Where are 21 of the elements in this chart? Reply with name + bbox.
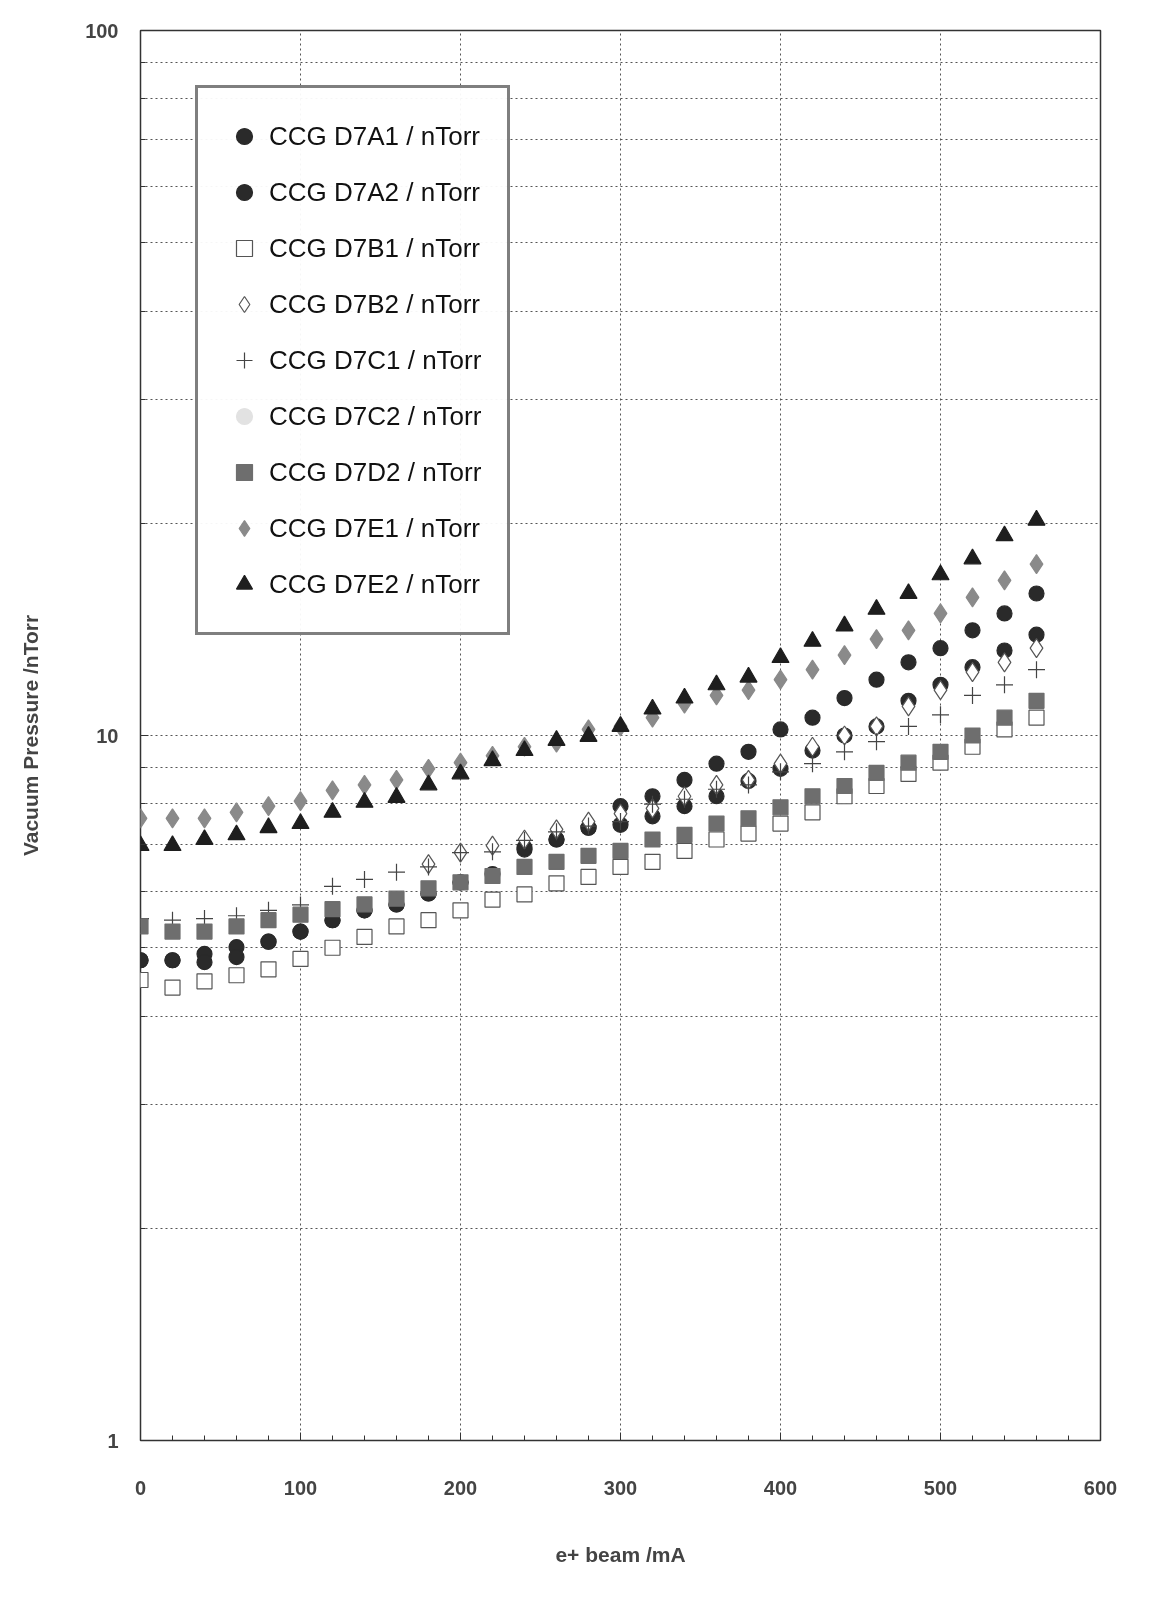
y-axis-title: Vacuum Pressure /nTorr bbox=[19, 614, 43, 857]
legend-label: CCG D7C1 / nTorr bbox=[269, 343, 482, 377]
x-tick-label: 300 bbox=[603, 1476, 638, 1499]
y-tick-label: 100 bbox=[85, 19, 119, 42]
x-tick-label: 600 bbox=[1083, 1476, 1118, 1499]
x-tick-label: 100 bbox=[283, 1476, 318, 1499]
x-tick-label: 500 bbox=[923, 1476, 958, 1499]
legend-label: CCG D7B2 / nTorr bbox=[269, 287, 480, 321]
legend-label: CCG D7E2 / nTorr bbox=[269, 567, 480, 601]
legend-label: CCG D7A1 / nTorr bbox=[269, 119, 480, 153]
x-axis-title: e+ beam /mA bbox=[555, 1542, 686, 1566]
x-tick-label: 0 bbox=[134, 1476, 147, 1499]
legend-label: CCG D7A2 / nTorr bbox=[269, 175, 480, 209]
legend-label: CCG D7B1 / nTorr bbox=[269, 231, 480, 265]
y-tick-label: 1 bbox=[107, 1429, 119, 1452]
legend-label: CCG D7E1 / nTorr bbox=[269, 511, 480, 545]
legend-label: CCG D7C2 / nTorr bbox=[269, 399, 482, 433]
x-tick-label: 200 bbox=[443, 1476, 478, 1499]
y-tick-label: 10 bbox=[96, 724, 119, 747]
legend-label: CCG D7D2 / nTorr bbox=[269, 455, 482, 489]
x-tick-label: 400 bbox=[763, 1476, 798, 1499]
